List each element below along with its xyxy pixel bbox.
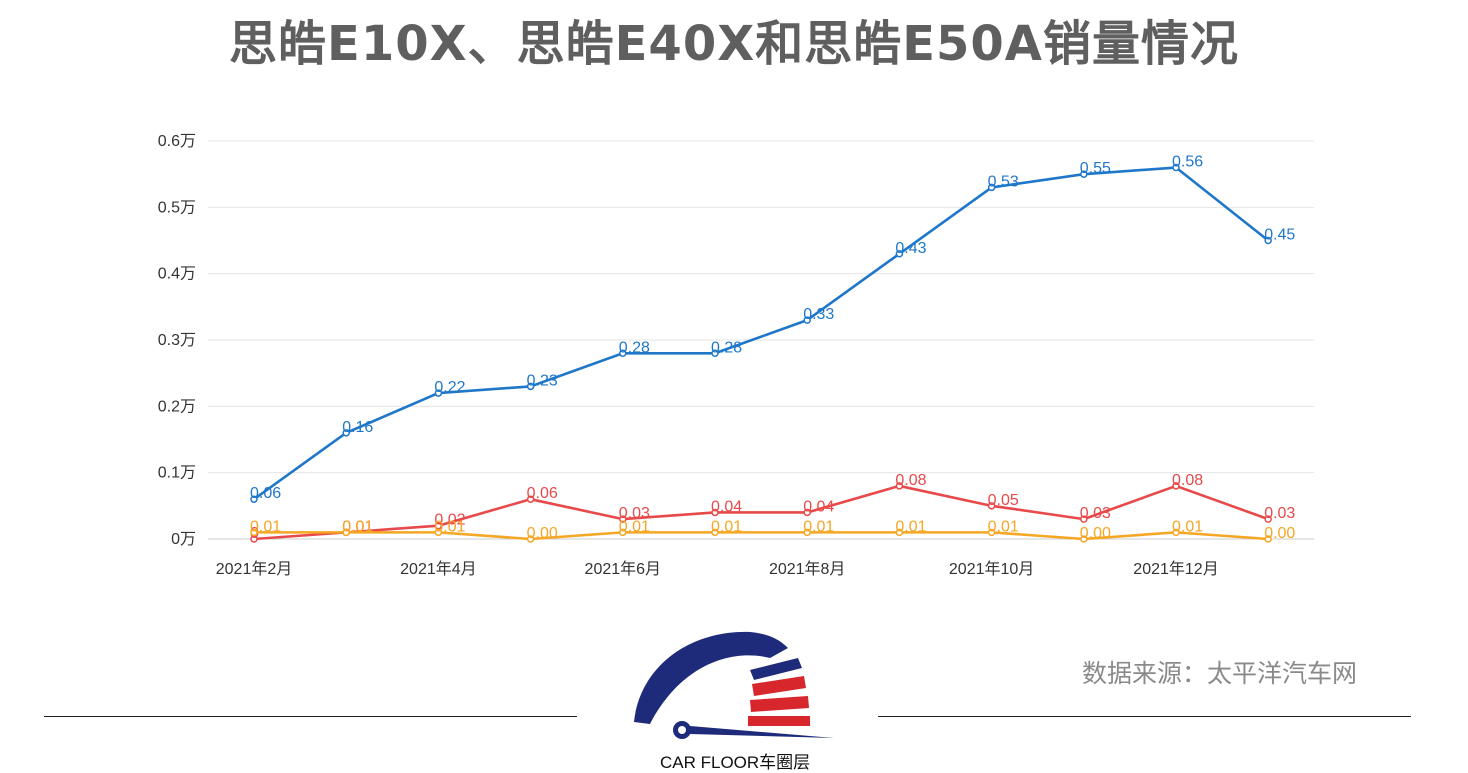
series-line (253, 166, 1270, 501)
data-label: 0.01 (619, 518, 650, 535)
data-point (250, 528, 258, 537)
data-point (803, 508, 811, 517)
data-point (619, 349, 627, 358)
data-point (526, 495, 535, 503)
data-point (1172, 163, 1180, 172)
data-point (434, 528, 443, 537)
logo-text: CAR FLOOR车圈层 (660, 753, 811, 772)
data-label: 0.03 (1264, 505, 1295, 522)
series-1: 0.06 0.16 0.22 0.23 0.28 0.28 0.33 0.43 0.53 0.55… (250, 154, 1295, 503)
data-label: 0.00 (1264, 525, 1295, 542)
data-point (1080, 535, 1088, 543)
data-point (803, 528, 811, 537)
data-label: 0.56 (1172, 154, 1203, 171)
y-tick-label: 0.3万 (158, 332, 196, 349)
data-point (619, 528, 627, 537)
series-2: 00.010.020.060.030.040.040.080.050.030.0… (250, 472, 1295, 543)
data-point (895, 250, 904, 258)
y-tick-label: 0.1万 (158, 465, 196, 482)
data-source-note: 数据来源：太平洋汽车网 (1082, 659, 1358, 688)
data-point (434, 389, 443, 397)
data-label: 0.08 (895, 472, 926, 489)
data-point (711, 349, 719, 358)
data-label: 0.00 (1080, 525, 1111, 542)
data-point (1172, 528, 1180, 537)
data-label: 0.23 (527, 372, 558, 389)
data-label: 0.01 (434, 518, 465, 535)
data-point (711, 528, 719, 537)
data-label: 0.03 (619, 505, 650, 522)
divider-left (44, 716, 577, 717)
data-point (526, 535, 535, 543)
data-label: 0.01 (250, 518, 281, 535)
line-chart: 0万 0.1万 0.2万 0.3万 0.4万 0.5万 0.6万 2021年2月 2021年4… (158, 133, 1314, 578)
y-tick-label: 0.4万 (158, 266, 196, 283)
x-tick-label: 2021年12月 (1133, 560, 1218, 578)
data-point (1080, 170, 1088, 178)
x-tick-label: 2021年6月 (585, 560, 662, 578)
series-group: 0.06 0.16 0.22 0.23 0.28 0.28 0.33 0.43 0.53 0.55… (250, 154, 1295, 543)
data-label: 0.05 (988, 492, 1019, 509)
data-point (250, 495, 258, 503)
data-label: 0.22 (434, 379, 465, 396)
data-point (1080, 515, 1088, 523)
data-label: 0.01 (988, 518, 1019, 535)
data-label: 0.01 (803, 518, 834, 535)
data-label: 0.00 (527, 525, 558, 542)
data-label: 0.55 (1080, 160, 1111, 177)
divider-right (878, 716, 1411, 717)
series-line (253, 484, 1269, 541)
x-tick-label: 2021年8月 (769, 560, 846, 578)
y-tick-label: 0.6万 (158, 133, 196, 150)
y-axis-ticks: 0万 0.1万 0.2万 0.3万 0.4万 0.5万 0.6万 (158, 133, 196, 548)
data-point (619, 515, 627, 523)
x-tick-label: 2021年10月 (949, 560, 1034, 578)
data-label: 0.33 (803, 306, 834, 323)
x-axis-ticks: 2021年2月 2021年4月 2021年6月 2021年8月 2021年10月 2021… (216, 560, 1219, 578)
data-point (987, 183, 996, 192)
data-label: 0.53 (988, 173, 1019, 190)
data-point (1264, 515, 1272, 523)
data-point (526, 382, 535, 391)
x-tick-label: 2021年2月 (216, 560, 293, 578)
grid-lines (208, 140, 1314, 540)
data-label: 0.01 (711, 518, 742, 535)
data-point (987, 502, 996, 510)
data-label: 0.16 (342, 419, 373, 436)
data-label: 0.06 (250, 485, 281, 502)
data-label: 0.45 (1264, 227, 1295, 244)
x-tick-label: 2021年4月 (400, 560, 477, 578)
data-label: 0.08 (1172, 472, 1203, 489)
data-point (1172, 482, 1180, 490)
data-label: 0.03 (1080, 505, 1111, 522)
data-label: 0.01 (895, 518, 926, 535)
y-tick-label: 0.5万 (158, 199, 196, 216)
data-point (803, 316, 811, 324)
data-point (987, 528, 996, 537)
data-label: 0.04 (803, 498, 834, 515)
chart-title: 思皓E10X、思皓E40X和思皓E50A销量情况 (229, 16, 1239, 72)
data-point (1264, 535, 1272, 543)
data-label: 0.01 (1172, 518, 1203, 535)
data-label: 0.28 (619, 339, 650, 356)
data-point (711, 508, 719, 517)
y-tick-label: 0.2万 (158, 398, 196, 415)
data-point (895, 528, 904, 537)
data-label: 0.06 (527, 485, 558, 502)
data-label: 0.43 (895, 240, 926, 257)
series-3: 0.01 0.01 0.01 0.00 0.01 0.01 0.01 0.01 0.01 0.00… (250, 518, 1295, 543)
data-label: 0.28 (711, 339, 742, 356)
data-label: 0.02 (434, 512, 465, 529)
data-point (342, 429, 350, 437)
data-label: 0.04 (711, 498, 742, 515)
y-tick-label: 0万 (171, 531, 196, 548)
data-point (1264, 236, 1272, 245)
data-point (342, 528, 350, 537)
data-point (895, 482, 904, 490)
data-label: 0.01 (342, 518, 373, 535)
car-floor-logo (634, 631, 834, 739)
series-line (254, 531, 1269, 541)
